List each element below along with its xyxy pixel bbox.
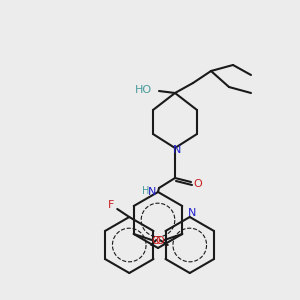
Text: O: O <box>152 236 160 246</box>
Text: HO: HO <box>135 85 152 95</box>
Text: H: H <box>142 186 149 196</box>
Text: N: N <box>188 208 196 218</box>
Text: N: N <box>173 145 181 155</box>
Text: F: F <box>108 200 114 210</box>
Text: O: O <box>194 179 202 189</box>
Text: O: O <box>156 236 165 246</box>
Text: N: N <box>148 187 156 197</box>
